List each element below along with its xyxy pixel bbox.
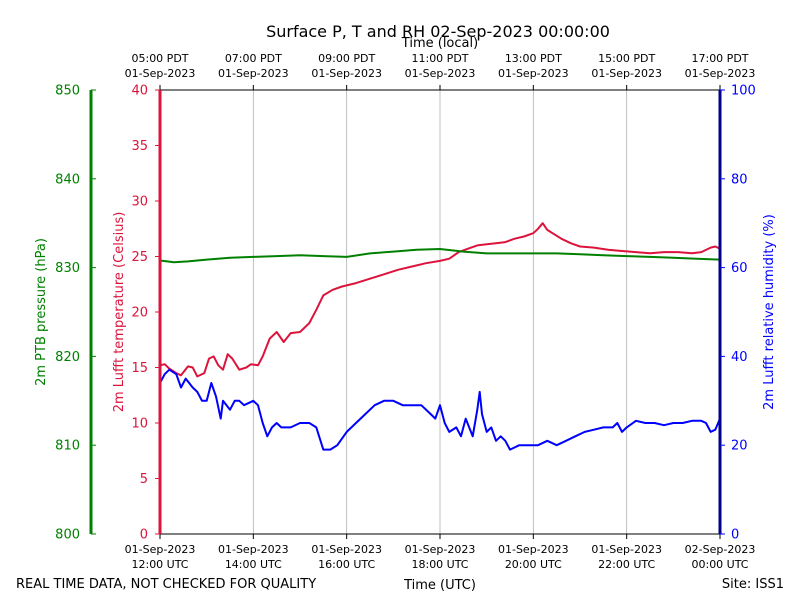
x-tick-date-label: 01-Sep-2023 xyxy=(405,543,476,556)
humidity-tick-label: 60 xyxy=(731,261,748,276)
quality-disclaimer: REAL TIME DATA, NOT CHECKED FOR QUALITY xyxy=(16,577,316,592)
top-tick-time-label: 17:00 PDT xyxy=(691,52,748,65)
site-label: Site: ISS1 xyxy=(722,577,784,592)
chart-title: Surface P, T and RH 02-Sep-2023 00:00:00 xyxy=(266,22,610,41)
temperature-tick-label: 20 xyxy=(131,306,148,321)
pressure-tick-label: 810 xyxy=(55,439,80,454)
x-tick-time-label: 16:00 UTC xyxy=(318,558,375,571)
x-tick-date-label: 01-Sep-2023 xyxy=(311,543,382,556)
top-tick-date-label: 01-Sep-2023 xyxy=(218,67,289,80)
temperature-tick-label: 40 xyxy=(131,84,148,99)
temperature-series-line xyxy=(159,222,721,378)
x-tick-date-label: 01-Sep-2023 xyxy=(591,543,662,556)
top-tick-date-label: 01-Sep-2023 xyxy=(311,67,382,80)
humidity-series-line xyxy=(159,368,721,451)
pressure-axis-label: 2m PTB pressure (hPa) xyxy=(34,238,49,386)
temperature-tick-label: 30 xyxy=(131,195,148,210)
x-tick-time-label: 00:00 UTC xyxy=(691,558,748,571)
pressure-series-line xyxy=(159,248,721,264)
humidity-tick-label: 0 xyxy=(731,528,739,543)
humidity-tick-label: 80 xyxy=(731,172,748,187)
top-tick-time-label: 13:00 PDT xyxy=(505,52,562,65)
x-tick-date-label: 02-Sep-2023 xyxy=(685,543,756,556)
humidity-tick-label: 40 xyxy=(731,350,748,365)
temperature-tick-label: 35 xyxy=(131,139,148,154)
top-tick-time-label: 09:00 PDT xyxy=(318,52,375,65)
temperature-tick-label: 10 xyxy=(131,417,148,432)
pressure-tick-label: 800 xyxy=(55,528,80,543)
temperature-axis-label: 2m Lufft temperature (Celsius) xyxy=(112,212,127,413)
vertical-gridlines xyxy=(252,90,628,534)
top-axis-label: Time (local) xyxy=(401,36,478,51)
temperature-tick-label: 25 xyxy=(131,250,148,265)
temperature-tick-label: 15 xyxy=(131,361,148,376)
temperature-tick-label: 0 xyxy=(140,528,148,543)
humidity-tick-label: 100 xyxy=(731,84,756,99)
top-tick-time-label: 11:00 PDT xyxy=(411,52,468,65)
pressure-tick-label: 850 xyxy=(55,84,80,99)
top-tick-time-label: 05:00 PDT xyxy=(131,52,188,65)
x-tick-date-label: 01-Sep-2023 xyxy=(498,543,569,556)
pressure-tick-label: 830 xyxy=(55,261,80,276)
x-tick-time-label: 14:00 UTC xyxy=(225,558,282,571)
pressure-tick-label: 820 xyxy=(55,350,80,365)
x-tick-time-label: 20:00 UTC xyxy=(505,558,562,571)
pressure-tick-label: 840 xyxy=(55,172,80,187)
top-tick-date-label: 01-Sep-2023 xyxy=(685,67,756,80)
x-tick-time-label: 18:00 UTC xyxy=(411,558,468,571)
humidity-tick-label: 20 xyxy=(731,439,748,454)
x-tick-date-label: 01-Sep-2023 xyxy=(218,543,289,556)
top-tick-date-label: 01-Sep-2023 xyxy=(591,67,662,80)
series-layer xyxy=(159,222,721,451)
top-tick-date-label: 01-Sep-2023 xyxy=(405,67,476,80)
x-tick-time-label: 22:00 UTC xyxy=(598,558,655,571)
humidity-axis-label: 2m Lufft relative humidity (%) xyxy=(762,214,777,410)
top-tick-date-label: 01-Sep-2023 xyxy=(498,67,569,80)
top-tick-date-label: 01-Sep-2023 xyxy=(125,67,196,80)
temperature-tick-label: 5 xyxy=(140,472,148,487)
ticks-layer: 01-Sep-2023 12:00 UTC 01-Sep-2023 14:00 UTC… xyxy=(55,52,756,571)
bottom-axis-label: Time (UTC) xyxy=(403,578,476,593)
x-tick-time-label: 12:00 UTC xyxy=(131,558,188,571)
x-tick-date-label: 01-Sep-2023 xyxy=(125,543,196,556)
top-tick-time-label: 07:00 PDT xyxy=(225,52,282,65)
top-tick-time-label: 15:00 PDT xyxy=(598,52,655,65)
